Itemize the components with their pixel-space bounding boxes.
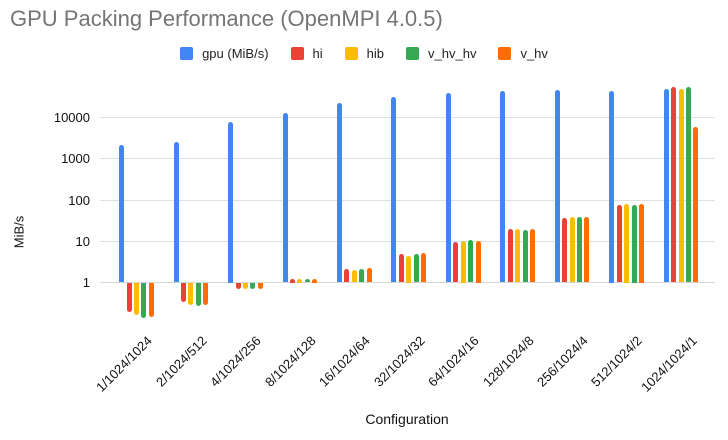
bar-gpu-mib-s-[interactable] (282, 112, 288, 283)
y-tick-label: 10 (75, 233, 90, 249)
x-tick-label: 64/1024/16 (425, 333, 482, 390)
legend-item-v-hv-hv[interactable]: v_hv_hv (406, 46, 476, 61)
legend-swatch-icon (290, 46, 304, 60)
gridline (100, 282, 715, 283)
bar-v-hv-hv[interactable] (359, 269, 365, 283)
legend-item-hi[interactable]: hi (290, 45, 323, 61)
bar-hi[interactable] (398, 254, 404, 283)
bar-gpu-mib-s-[interactable] (228, 121, 234, 283)
bar-v-hv-hv[interactable] (468, 240, 474, 283)
legend-label: v_hv (520, 45, 548, 61)
bar-v-hv-hv[interactable] (250, 282, 256, 290)
bar-hib[interactable] (242, 282, 248, 290)
bar-gpu-mib-s-[interactable] (609, 91, 615, 283)
bar-hib[interactable] (569, 217, 575, 283)
bar-hib[interactable] (406, 256, 412, 283)
x-tick-label: 1/1024/1024 (93, 333, 156, 395)
x-tick-label: 256/1024/4 (534, 333, 591, 390)
bar-hib[interactable] (624, 204, 629, 283)
x-tick-label: 1024/1024/1 (637, 333, 700, 395)
bar-hib[interactable] (351, 270, 357, 283)
bar-v-hv[interactable] (693, 126, 699, 283)
x-tick-label: 128/1024/8 (479, 333, 537, 390)
legend-label: hib (366, 45, 385, 61)
bar-hi[interactable] (616, 205, 622, 283)
bar-v-hv-hv[interactable] (141, 282, 147, 318)
legend-item-gpu-mib-s-[interactable]: gpu (MiB/s) (180, 45, 269, 61)
bar-hib[interactable] (297, 278, 303, 283)
bar-hi[interactable] (344, 269, 350, 283)
bar-v-hv[interactable] (148, 282, 154, 317)
bar-v-hv-hv[interactable] (522, 229, 528, 283)
bar-hi[interactable] (453, 242, 459, 283)
legend-label: hi (312, 45, 323, 61)
gridline (100, 117, 715, 118)
legend-swatch-icon (180, 46, 194, 60)
x-tick-label: 32/1024/32 (370, 333, 428, 390)
gridline (100, 240, 715, 242)
x-tick-label: 512/1024/2 (588, 333, 646, 390)
gridline (100, 199, 715, 201)
x-tick-label: 2/1024/512 (152, 333, 210, 390)
bar-gpu-mib-s-[interactable] (337, 102, 342, 283)
bar-hib[interactable] (678, 89, 684, 283)
x-tick-label: 8/1024/128 (261, 333, 319, 390)
y-tick-label: 1 (82, 275, 90, 290)
bar-v-hv[interactable] (203, 282, 209, 305)
legend-label: v_hv_hv (428, 45, 477, 61)
x-tick-label: 4/1024/256 (207, 333, 265, 390)
bar-v-hv-hv[interactable] (195, 282, 201, 306)
bar-gpu-mib-s-[interactable] (391, 96, 397, 283)
bar-hi[interactable] (562, 218, 568, 283)
bar-gpu-mib-s-[interactable] (663, 89, 669, 283)
y-tick-label: 100 (68, 192, 90, 208)
legend: gpu (MiB/s) hi hib v_hv_hv v_hv (0, 45, 728, 61)
bar-v-hv-hv[interactable] (685, 87, 691, 283)
bar-hi[interactable] (235, 282, 241, 289)
chart-title: GPU Packing Performance (OpenMPI 4.0.5) (10, 6, 443, 31)
bar-hib[interactable] (515, 228, 521, 283)
bar-v-hv-hv[interactable] (577, 217, 582, 283)
legend-swatch-icon (406, 46, 420, 60)
bar-hib[interactable] (134, 282, 139, 316)
x-tick-label: 16/1024/64 (316, 333, 373, 390)
bar-hib[interactable] (188, 282, 194, 306)
bar-gpu-mib-s-[interactable] (119, 144, 125, 283)
bar-gpu-mib-s-[interactable] (554, 90, 560, 283)
bar-v-hv-hv[interactable] (413, 254, 419, 283)
bar-v-hv[interactable] (638, 204, 644, 283)
bar-gpu-mib-s-[interactable] (500, 91, 506, 283)
y-tick-label: 1000 (61, 151, 90, 167)
bar-v-hv[interactable] (257, 282, 263, 289)
bar-v-hv[interactable] (475, 241, 481, 283)
bar-v-hv[interactable] (530, 228, 535, 283)
y-tick-label: 10000 (53, 110, 90, 125)
gridline (100, 158, 715, 160)
bar-hib[interactable] (460, 241, 466, 283)
bar-hi[interactable] (126, 282, 132, 313)
legend-swatch-icon (344, 46, 358, 60)
bar-v-hv[interactable] (421, 253, 427, 283)
bar-v-hv[interactable] (584, 217, 590, 283)
bar-hi[interactable] (289, 278, 295, 283)
x-axis-title: Configuration (365, 411, 449, 427)
legend-swatch-icon (498, 46, 512, 60)
legend-item-hib[interactable]: hib (344, 45, 385, 61)
bar-hi[interactable] (671, 87, 677, 283)
bar-gpu-mib-s-[interactable] (173, 142, 179, 283)
bar-v-hv[interactable] (366, 267, 372, 283)
bar-hi[interactable] (181, 282, 186, 303)
bar-hi[interactable] (507, 228, 513, 283)
bar-v-hv[interactable] (312, 278, 318, 283)
bar-v-hv-hv[interactable] (631, 204, 637, 283)
bar-v-hv-hv[interactable] (304, 279, 310, 283)
legend-item-v-hv[interactable]: v_hv (498, 45, 548, 61)
legend-label: gpu (MiB/s) (202, 45, 269, 61)
bar-gpu-mib-s-[interactable] (445, 92, 451, 283)
